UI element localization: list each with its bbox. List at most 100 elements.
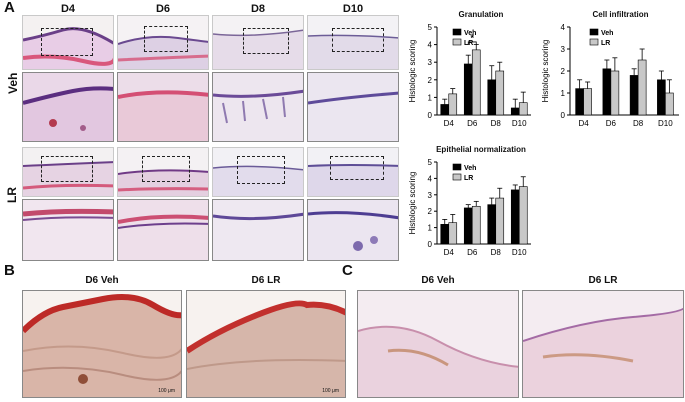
- bar-lr: [448, 93, 458, 116]
- x-tick-label: D8: [491, 119, 502, 128]
- panel-b-image-lr: 100 μm: [186, 290, 346, 398]
- bar-lr: [495, 70, 505, 116]
- bar-veh: [629, 75, 639, 116]
- histology-grid: [0, 0, 410, 262]
- bar-lr: [471, 205, 481, 245]
- bar-veh: [487, 79, 497, 116]
- y-tick-label: 4: [561, 23, 566, 32]
- chart-granulation-plot: 0 1 2 3 4 5 Histologic scoring D4 D6 D8 D10 Veh LR*: [408, 23, 531, 128]
- chart-cell-infiltration-plot: 0 1 2 3 4 Histologic scoring D4 D6 D8 D10 Veh LR: [541, 23, 679, 128]
- chart-granulation: Granulation 0 1 2 3 4 5 Histologic scoring D4 D6…: [405, 10, 537, 138]
- bar-lr: [610, 70, 620, 116]
- tile-lr-d4-overview: [22, 147, 114, 197]
- x-tick-label: D6: [467, 119, 478, 128]
- legend-label: Veh: [601, 30, 613, 37]
- tile-veh-d6-zoom: [117, 72, 209, 142]
- legend-label: LR: [464, 175, 473, 182]
- bar-lr: [518, 102, 528, 116]
- panel-c-image-veh: [357, 290, 519, 398]
- y-axis-label: Histologic scoring: [408, 172, 417, 235]
- chart-cell-infiltration: Cell infiltration 0 1 2 3 4 Histologic scorin…: [538, 10, 685, 138]
- legend-swatch: [452, 173, 462, 181]
- y-tick-label: 3: [561, 45, 566, 54]
- y-tick-label: 1: [428, 93, 433, 102]
- y-tick-label: 0: [428, 111, 433, 120]
- panel-label-a: A: [4, 0, 15, 16]
- x-tick-label: D8: [491, 248, 502, 257]
- y-tick-label: 2: [561, 67, 566, 76]
- bar-lr: [665, 92, 674, 116]
- tile-veh-d10-zoom: [307, 72, 399, 142]
- y-tick-label: 4: [428, 174, 433, 183]
- bar-lr: [583, 88, 592, 116]
- panel-c-image-lr: [522, 290, 684, 398]
- day-header-d6: D6: [155, 3, 171, 15]
- chart-epithelial-normalization: Epithelial normalization 0 1 2 3 4 5 Histologi…: [405, 145, 537, 265]
- significance-bracket: [467, 41, 477, 45]
- tile-lr-d10-overview: [307, 147, 399, 197]
- tile-lr-d8-overview: [212, 147, 304, 197]
- bar-veh: [657, 79, 666, 116]
- panel-label-c: C: [342, 262, 353, 279]
- day-header-d8: D8: [250, 3, 266, 15]
- scale-bar-veh: 100 μm: [158, 388, 175, 394]
- tile-veh-d10-overview: [307, 15, 399, 70]
- panel-b-title-right: D6 LR: [251, 275, 281, 286]
- bar-lr: [471, 49, 481, 116]
- x-tick-label: D4: [444, 119, 455, 128]
- x-tick-label: D4: [444, 248, 455, 257]
- bar-veh: [510, 189, 520, 245]
- x-tick-label: D6: [606, 119, 617, 128]
- bar-veh: [440, 224, 450, 245]
- legend-swatch: [452, 163, 462, 171]
- tile-lr-d6-overview: [117, 147, 209, 197]
- x-tick-label: D10: [512, 119, 527, 128]
- tile-veh-d4-overview: [22, 15, 114, 70]
- legend-swatch: [589, 38, 599, 46]
- tile-veh-d4-zoom: [22, 72, 114, 142]
- tile-lr-d8-zoom: [212, 199, 304, 261]
- x-tick-label: D6: [467, 248, 478, 257]
- x-tick-label: D10: [512, 248, 527, 257]
- y-tick-label: 5: [428, 23, 433, 32]
- tile-lr-d10-zoom: [307, 199, 399, 261]
- legend-swatch: [589, 28, 599, 36]
- bar-lr: [637, 59, 647, 116]
- bar-veh: [602, 68, 612, 116]
- legend-label: Veh: [464, 30, 476, 37]
- x-tick-label: D10: [658, 119, 673, 128]
- bar-veh: [487, 204, 497, 245]
- tile-veh-d8-zoom: [212, 72, 304, 142]
- y-tick-label: 4: [428, 41, 433, 50]
- bar-veh: [575, 88, 584, 116]
- bar-lr: [495, 197, 505, 245]
- legend-swatch: [452, 28, 462, 36]
- panel-c-title-left: D6 Veh: [421, 275, 455, 286]
- y-tick-label: 1: [428, 224, 433, 233]
- y-tick-label: 1: [561, 89, 566, 98]
- tile-lr-d6-zoom: [117, 199, 209, 261]
- y-tick-label: 5: [428, 158, 433, 167]
- legend-label: Veh: [464, 165, 476, 172]
- chart-title-epithelial-normalization: Epithelial normalization: [436, 145, 526, 154]
- bar-lr: [448, 222, 458, 245]
- y-tick-label: 2: [428, 207, 433, 216]
- chart-epithelial-plot: 0 1 2 3 4 5 Histologic scoring D4 D6 D8 D10 Veh LR: [408, 158, 531, 257]
- chart-title-granulation: Granulation: [458, 10, 504, 19]
- legend-swatch: [452, 38, 462, 46]
- panel-c-title-right: D6 LR: [588, 275, 618, 286]
- chart-title-cell-infiltration: Cell infiltration: [592, 10, 649, 19]
- day-header-d10: D10: [342, 3, 364, 15]
- bar-veh: [463, 207, 473, 245]
- y-tick-label: 3: [428, 191, 433, 200]
- x-tick-label: D4: [579, 119, 590, 128]
- panel-label-b: B: [4, 262, 15, 279]
- bar-lr: [518, 186, 528, 245]
- bar-veh: [510, 107, 520, 116]
- panel-b-image-veh: 100 μm: [22, 290, 182, 398]
- panel-b-title-left: D6 Veh: [85, 275, 119, 286]
- legend-label: LR: [601, 40, 610, 47]
- y-tick-label: 3: [428, 58, 433, 67]
- y-tick-label: 0: [428, 240, 433, 249]
- bar-veh: [463, 63, 473, 116]
